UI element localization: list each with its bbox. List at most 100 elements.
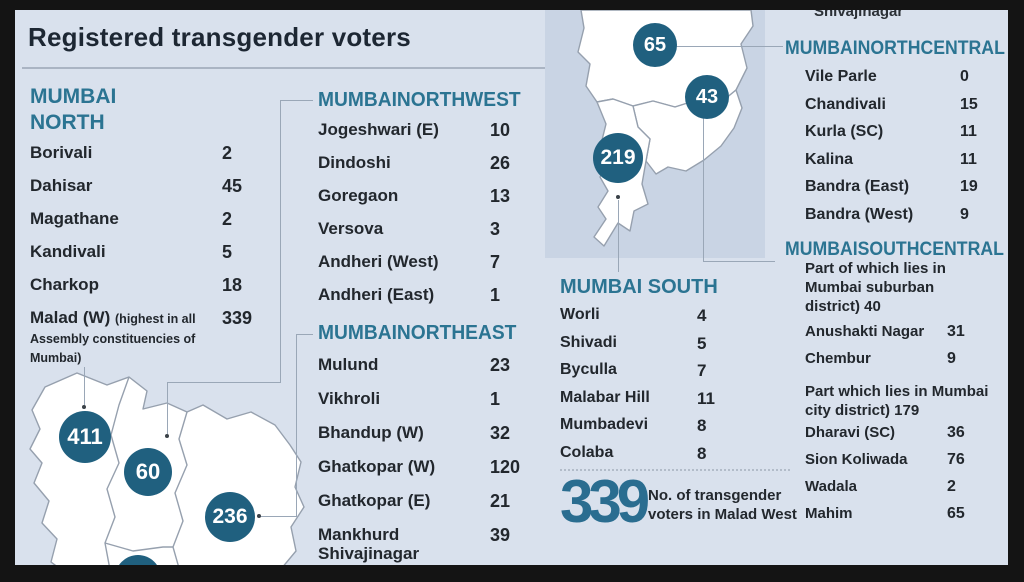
table-row: Shivadi 5: [560, 334, 740, 362]
voter-count: 10: [490, 120, 511, 140]
section-heading-mumbai-north: MUMBAI NORTH: [30, 84, 116, 137]
table-row: Chembur 9: [805, 350, 1008, 377]
connector-north-central-line: [671, 46, 783, 47]
voter-count: 11: [697, 388, 715, 408]
voter-count: 32: [490, 423, 511, 443]
voter-count: 339: [222, 308, 253, 328]
constituency-name: Malad (W): [30, 308, 111, 327]
voter-count: 2: [222, 143, 233, 163]
table-row: Mumbadevi 8: [560, 416, 740, 444]
constituency-name: Shivadi: [560, 333, 617, 351]
constituency-name: Ghatkopar (E): [318, 491, 431, 510]
constituency-name: Bandra (West): [805, 205, 914, 223]
table-mumbai-north-central: Vile Parle 0 Chandivali 15 Kurla (SC) 11 Ka…: [805, 68, 1000, 233]
connector-south-vertical: [618, 200, 619, 272]
constituency-name: Dharavi (SC): [805, 424, 896, 442]
table-row: Ghatkopar (E) 21: [318, 491, 528, 525]
constituency-note: (highest in all Assembly constituencies …: [30, 312, 196, 366]
table-row: Borivali 2: [30, 143, 265, 176]
voter-count: 45: [222, 176, 243, 196]
map-total-badge-south-central: 219: [593, 133, 643, 183]
constituency-name: Chembur: [805, 349, 871, 367]
voter-count: 1: [490, 285, 501, 305]
table-row: Jogeshwari (E) 10: [318, 120, 528, 153]
page-title: Registered transgender voters: [28, 22, 411, 52]
table-row: Mankhurd Shivajinagar 39: [318, 525, 528, 563]
map-total-badge-northeast: 236: [205, 492, 255, 542]
connector-northwest-vertical: [280, 100, 281, 383]
section-heading-mumbai-south-central: MUMBAISOUTHCENTRAL: [785, 239, 1004, 260]
constituency-name: Andheri (West): [318, 252, 439, 271]
table-row: Vile Parle 0: [805, 68, 1000, 96]
connector-dot-236: [257, 514, 261, 518]
table-row: Sion Koliwada 76: [805, 451, 1008, 478]
map-border-north-northwest: [104, 376, 130, 565]
callout-label: No. of transgender voters in Malad West: [648, 487, 797, 523]
table-row: Kalina 11: [805, 151, 1000, 179]
constituency-name: Ghatkopar (W): [318, 457, 436, 476]
voter-count: 65: [947, 505, 965, 523]
table-row: Vikhroli 1: [318, 389, 528, 423]
callout-separator: [560, 469, 790, 471]
table-row: Mahim 65: [805, 505, 1008, 532]
voter-count: 15: [960, 95, 978, 113]
voter-count: 21: [490, 491, 511, 511]
voter-count: 8: [697, 443, 707, 463]
section-heading-mumbai-northwest: MUMBAINORTHWEST: [318, 89, 521, 111]
constituency-name: Dindoshi: [318, 153, 391, 172]
table-row: Goregaon 13: [318, 186, 528, 219]
infographic-panel: Registered transgender voters: [15, 10, 1008, 565]
title-underline: [22, 67, 550, 69]
constituency-name: Andheri (East): [318, 285, 435, 304]
voter-count: 5: [222, 242, 233, 262]
constituency-name: Vile Parle: [805, 68, 877, 85]
constituency-name: Chandivali: [805, 95, 886, 113]
table-mumbai-northeast: Mulund 23 Vikhroli 1 Bhandup (W) 32 Ghatkop…: [318, 355, 528, 563]
connector-north-drop: [84, 367, 85, 405]
constituency-name: Malabar Hill: [560, 388, 650, 406]
voter-count: 1: [490, 389, 501, 409]
table-row: Kurla (SC) 11: [805, 123, 1000, 151]
connector-northeast-horizontal: [260, 516, 297, 517]
constituency-name: Kandivali: [30, 242, 106, 261]
table-row: Anushakti Nagar 31: [805, 323, 1008, 350]
connector-south-central-vertical: [703, 112, 704, 262]
connector-dot-60: [165, 434, 169, 438]
table-row: Dindoshi 26: [318, 153, 528, 186]
voter-count: 120: [490, 457, 521, 477]
table-mumbai-northwest: Jogeshwari (E) 10 Dindoshi 26 Goregaon 13 V…: [318, 120, 528, 318]
table-row: Bhandup (W) 32: [318, 423, 528, 457]
section-heading-mumbai-northeast: MUMBAINORTHEAST: [318, 322, 517, 344]
connector-northeast-bracket-top: [296, 334, 313, 335]
table-row: Charkop 18: [30, 275, 265, 308]
voter-count: 9: [960, 205, 969, 223]
constituency-name: Mankhurd Shivajinagar: [318, 525, 420, 564]
voter-count: 8: [697, 416, 707, 435]
clipped-shivajinagar-text: Shivajinagar: [814, 10, 904, 20]
voter-count: 5: [697, 333, 707, 353]
constituency-name: Mulund: [318, 355, 379, 374]
connector-dot-411: [82, 405, 86, 409]
table-row: Dahisar 45: [30, 176, 265, 209]
constituency-name: Vikhroli: [318, 389, 381, 408]
voter-count: 11: [960, 123, 977, 140]
connector-dot-219: [616, 195, 620, 199]
table-mumbai-south: Worli 4 Shivadi 5 Byculla 7 Malabar Hill 11 …: [560, 306, 740, 471]
table-row: Kandivali 5: [30, 242, 265, 275]
constituency-name: Colaba: [560, 443, 614, 461]
table-mumbai-north: Borivali 2 Dahisar 45 Magathane 2 Kandivali…: [30, 143, 265, 367]
constituency-name: Jogeshwari (E): [318, 120, 439, 139]
table-row: Versova 3: [318, 219, 528, 252]
table-row: Andheri (East) 1: [318, 285, 528, 318]
connector-northwest-drop: [167, 382, 168, 434]
heading-line-2: NORTH: [30, 111, 105, 135]
callout-number: 339: [560, 468, 650, 535]
map-total-badge-north-central: 65: [633, 23, 677, 67]
table-row: Worli 4: [560, 306, 740, 334]
voter-count: 4: [697, 306, 707, 325]
table-row: Colaba 8: [560, 444, 740, 472]
district-note: Part which lies in Mumbai city district)…: [805, 382, 989, 419]
constituency-name: Mahim: [805, 505, 853, 523]
table-row: Magathane 2: [30, 209, 265, 242]
